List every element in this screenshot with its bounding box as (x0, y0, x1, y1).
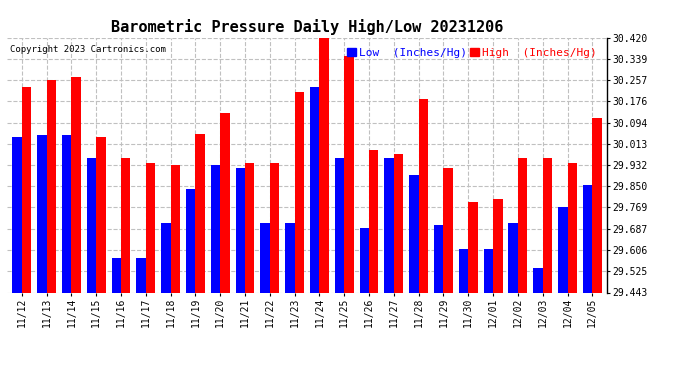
Bar (319, 35, 329, 292)
Bar (369, 150, 379, 292)
Bar (96, 136, 106, 292)
Title: Barometric Pressure Daily High/Low 20231206: Barometric Pressure Daily High/Low 20231… (111, 19, 503, 35)
Bar (394, 154, 403, 292)
Bar (260, 223, 270, 292)
Bar (583, 185, 592, 292)
Bar (170, 165, 180, 292)
Bar (335, 158, 344, 292)
Bar (211, 165, 220, 292)
Bar (47, 80, 56, 292)
Bar (270, 163, 279, 292)
Bar (37, 135, 47, 292)
Bar (112, 258, 121, 292)
Bar (384, 158, 394, 292)
Bar (121, 158, 130, 292)
Bar (310, 87, 319, 292)
Bar (484, 249, 493, 292)
Bar (22, 87, 31, 292)
Bar (146, 163, 155, 292)
Bar (285, 223, 295, 292)
Legend: Low  (Inches/Hg), High  (Inches/Hg): Low (Inches/Hg), High (Inches/Hg) (342, 43, 602, 62)
Text: Copyright 2023 Cartronics.com: Copyright 2023 Cartronics.com (10, 45, 166, 54)
Bar (220, 113, 230, 292)
Bar (419, 99, 428, 292)
Bar (434, 225, 444, 292)
Bar (543, 158, 552, 292)
Bar (533, 268, 543, 292)
Bar (459, 249, 469, 292)
Bar (592, 118, 602, 292)
Bar (509, 223, 518, 292)
Bar (12, 136, 22, 292)
Bar (567, 163, 577, 292)
Bar (295, 92, 304, 292)
Bar (137, 258, 146, 292)
Bar (245, 163, 255, 292)
Bar (195, 134, 205, 292)
Bar (87, 158, 96, 292)
Bar (469, 202, 477, 292)
Bar (409, 174, 419, 292)
Bar (558, 207, 567, 292)
Bar (344, 56, 354, 292)
Bar (71, 76, 81, 292)
Bar (186, 189, 195, 292)
Bar (493, 200, 502, 292)
Bar (62, 135, 71, 292)
Bar (444, 168, 453, 292)
Bar (359, 228, 369, 292)
Bar (161, 223, 170, 292)
Bar (235, 168, 245, 292)
Bar (518, 158, 527, 292)
